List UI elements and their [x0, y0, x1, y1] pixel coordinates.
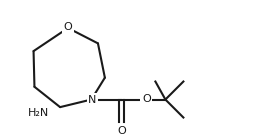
- Text: O: O: [64, 22, 72, 32]
- Text: O: O: [117, 126, 126, 136]
- Text: O: O: [142, 94, 151, 103]
- Text: N: N: [88, 94, 97, 105]
- Text: H₂N: H₂N: [27, 108, 49, 118]
